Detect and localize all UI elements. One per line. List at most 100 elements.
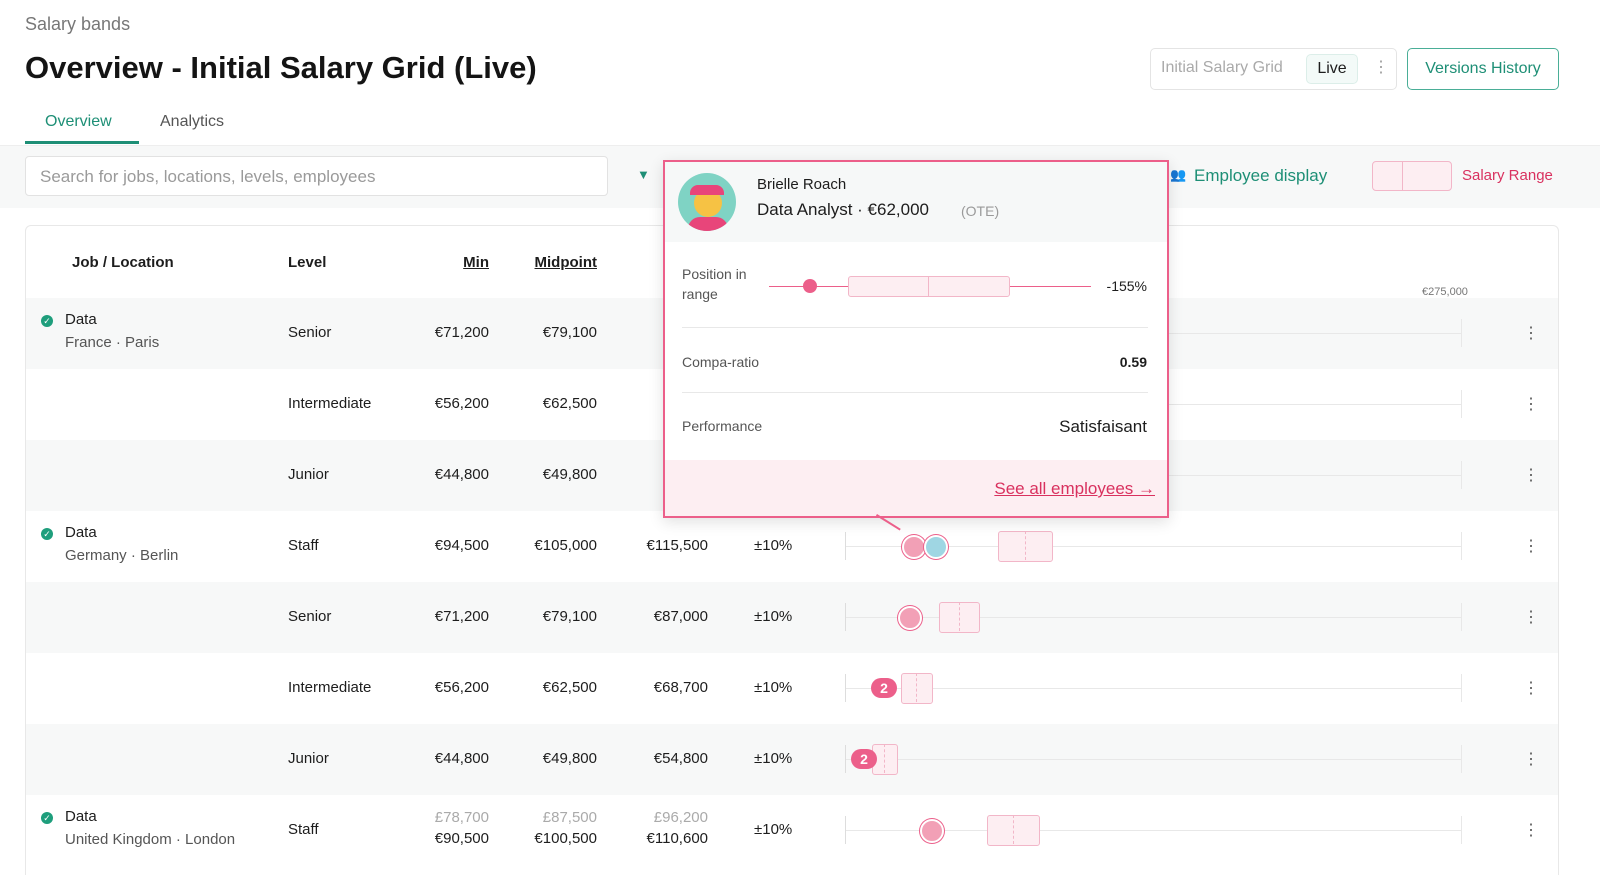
salary-band xyxy=(939,602,980,633)
avatar-body xyxy=(688,217,728,231)
row-menu[interactable]: ⋮ xyxy=(1523,751,1539,768)
axis-max-label: €275,000 xyxy=(1422,286,1468,298)
employee-popup: Brielle Roach Data Analyst · €62,000 (OT… xyxy=(663,160,1169,518)
range-track xyxy=(845,759,1461,760)
band-midpoint xyxy=(884,744,885,773)
value-mid: €49,800 xyxy=(542,750,597,767)
compa-label: Compa-ratio xyxy=(682,354,760,370)
band-midpoint xyxy=(1012,815,1014,844)
tab-underline xyxy=(25,141,139,144)
salary-band xyxy=(987,815,1040,846)
level: Staff xyxy=(288,537,319,554)
value-mid: €79,100 xyxy=(542,608,597,625)
value-min: €44,800 xyxy=(434,466,489,483)
salary-band xyxy=(901,673,933,704)
filter-icon[interactable]: ▼ xyxy=(637,167,650,182)
track-end xyxy=(1461,603,1462,631)
band-midpoint xyxy=(958,602,960,631)
track-start xyxy=(845,603,846,631)
range-track xyxy=(845,688,1461,689)
status-icon: ✓ xyxy=(41,315,53,327)
track-end xyxy=(1461,532,1462,560)
version-name: Initial Salary Grid xyxy=(1161,59,1283,76)
tab[interactable]: Analytics xyxy=(160,113,225,130)
track-end xyxy=(1461,745,1462,773)
level: Junior xyxy=(288,750,329,767)
column-header[interactable]: Min xyxy=(463,254,489,271)
versions-button[interactable]: Versions History xyxy=(1407,48,1559,90)
employee-avatar[interactable] xyxy=(924,535,948,559)
popup-header xyxy=(665,162,1167,242)
level: Junior xyxy=(288,466,329,483)
employee-count-badge[interactable]: 2 xyxy=(851,749,877,769)
track-start xyxy=(845,532,846,560)
level: Senior xyxy=(288,608,332,625)
previous-value: £87,500 xyxy=(542,809,597,826)
value-mid: €49,800 xyxy=(542,466,597,483)
row-menu[interactable]: ⋮ xyxy=(1523,325,1539,342)
value-min: €90,500 xyxy=(434,830,489,847)
value-max: €68,700 xyxy=(653,679,708,696)
value-min: €71,200 xyxy=(434,608,489,625)
divider xyxy=(682,392,1148,393)
value-min: €44,800 xyxy=(434,750,489,767)
level: Intermediate xyxy=(288,679,372,696)
avatar xyxy=(678,173,736,231)
row-menu[interactable]: ⋮ xyxy=(1523,467,1539,484)
employee-avatar[interactable] xyxy=(898,606,922,630)
row-menu[interactable]: ⋮ xyxy=(1523,822,1539,839)
track-end xyxy=(1461,390,1462,418)
version-selector[interactable]: Initial Salary Grid Live ⋮ xyxy=(1150,48,1397,90)
row-menu[interactable]: ⋮ xyxy=(1523,538,1539,555)
spread: ±10% xyxy=(754,537,793,554)
job-name: Data xyxy=(65,808,97,825)
salary-range-toggle[interactable] xyxy=(1372,161,1452,191)
role-salary: Data Analyst · €62,000 xyxy=(757,200,930,219)
job-location: United Kingdom · London xyxy=(65,831,236,848)
band-midpoint xyxy=(1024,531,1026,560)
value-min: €56,200 xyxy=(434,679,489,696)
value-mid: €62,500 xyxy=(542,395,597,412)
value-min: €71,200 xyxy=(434,324,489,341)
employee-display[interactable]: Employee display xyxy=(1194,166,1328,185)
value-max: €115,500 xyxy=(646,537,708,554)
column-header: Level xyxy=(288,254,327,271)
value-mid: €79,100 xyxy=(542,324,597,341)
status-icon: ✓ xyxy=(41,528,53,540)
divider xyxy=(682,327,1148,328)
see-all-link[interactable]: See all employees → xyxy=(994,479,1155,498)
band-midpoint xyxy=(916,673,917,702)
track-start xyxy=(845,816,846,844)
row-menu[interactable]: ⋮ xyxy=(1523,396,1539,413)
range-track xyxy=(845,617,1461,618)
value-max: €54,800 xyxy=(653,750,708,767)
level: Staff xyxy=(288,821,319,838)
track-end xyxy=(1461,461,1462,489)
search-box[interactable]: Search for jobs, locations, levels, empl… xyxy=(25,156,608,196)
employee-avatar[interactable] xyxy=(920,819,944,843)
position-value: -155% xyxy=(1106,278,1147,294)
kebab-icon[interactable]: ⋮ xyxy=(1373,59,1389,76)
row-menu[interactable]: ⋮ xyxy=(1523,680,1539,697)
job-location: France · Paris xyxy=(65,334,160,351)
version-status: Live xyxy=(1306,54,1358,84)
range-track xyxy=(845,546,1461,547)
page-title: Overview - Initial Salary Grid (Live) xyxy=(25,50,537,85)
level: Intermediate xyxy=(288,395,372,412)
employee-avatar[interactable] xyxy=(902,535,926,559)
employee-count-badge[interactable]: 2 xyxy=(871,678,897,698)
track-start xyxy=(845,745,846,773)
range-box xyxy=(848,276,1010,297)
value-min: €56,200 xyxy=(434,395,489,412)
value-mid: €62,500 xyxy=(542,679,597,696)
value-min: €94,500 xyxy=(434,537,489,554)
row-menu[interactable]: ⋮ xyxy=(1523,609,1539,626)
position-dot xyxy=(803,279,817,293)
toggle-divider xyxy=(1402,162,1403,190)
status-icon: ✓ xyxy=(41,812,53,824)
tab[interactable]: Overview xyxy=(45,113,112,130)
column-header[interactable]: Midpoint xyxy=(534,254,597,271)
track-start xyxy=(845,674,846,702)
track-end xyxy=(1461,319,1462,347)
